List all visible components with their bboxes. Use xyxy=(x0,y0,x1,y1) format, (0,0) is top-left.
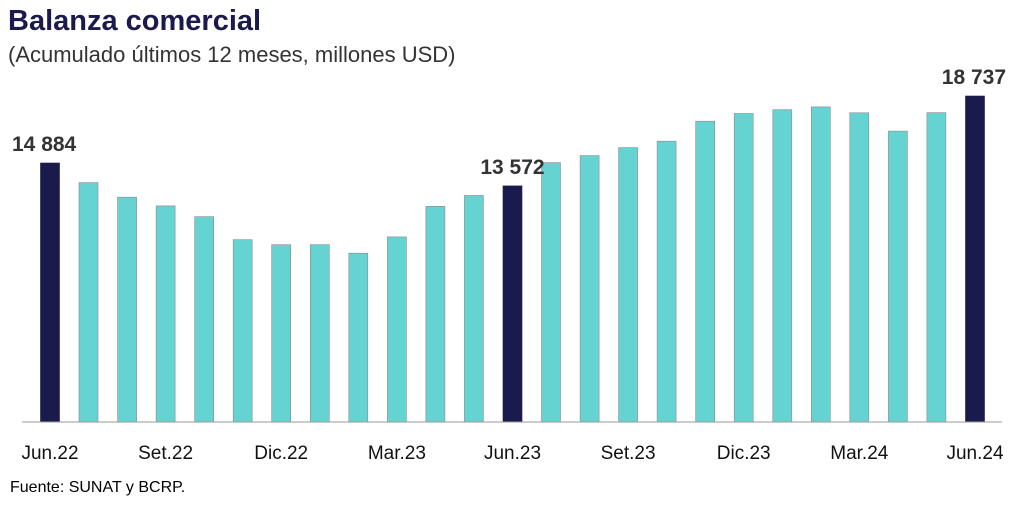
bar-Oct.23 xyxy=(656,140,677,423)
data-label-Jun.23: 13 572 xyxy=(480,156,544,179)
bar-Ago.22 xyxy=(117,196,137,423)
source-note: Fuente: SUNAT y BCRP. xyxy=(10,479,186,496)
bar-chart: 14 884 13 572 18 737 Jun.22 Set.22 Dic.22 Mar… xyxy=(12,66,1006,464)
x-tick-label-Set.23: Set.23 xyxy=(601,443,656,464)
x-tick-label-Jun.24: Jun.24 xyxy=(946,443,1003,464)
bar-Nov.23 xyxy=(695,120,716,423)
bar-Mar.24 xyxy=(849,112,870,423)
bar-Jun.22 xyxy=(40,162,60,423)
bar-May.24 xyxy=(926,112,947,423)
bar-Set.22 xyxy=(155,205,176,423)
bar-Feb.24 xyxy=(810,106,831,423)
bar-Jun.23 xyxy=(502,185,523,423)
bar-Jul.23 xyxy=(541,162,561,423)
bar-Abr.23 xyxy=(425,206,446,423)
bar-Set.23 xyxy=(618,147,638,423)
chart-title: Balanza comercial xyxy=(8,5,262,37)
bar-May.23 xyxy=(464,195,484,423)
data-labels-group: 14 884 13 572 18 737 xyxy=(12,66,1006,179)
data-label-Jun.22: 14 884 xyxy=(12,133,77,156)
bar-Jun.24 xyxy=(965,95,985,423)
x-tick-label-Jun.23: Jun.23 xyxy=(484,443,541,464)
x-tick-labels-group: Jun.22 Set.22 Dic.22 Mar.23 Jun.23 Set.23 Dic.… xyxy=(21,443,1003,464)
bar-Abr.24 xyxy=(888,130,908,423)
bar-Nov.22 xyxy=(232,239,253,423)
x-tick-label-Dic.23: Dic.23 xyxy=(717,443,771,464)
bar-Ene.23 xyxy=(309,244,330,423)
x-tick-label-Mar.23: Mar.23 xyxy=(368,443,426,464)
bar-Feb.23 xyxy=(348,252,369,423)
bar-Mar.23 xyxy=(387,236,407,423)
bar-Dic.23 xyxy=(733,113,754,423)
bar-Ago.23 xyxy=(579,155,600,423)
bar-Dic.22 xyxy=(271,244,292,423)
bar-Oct.22 xyxy=(194,216,214,423)
x-tick-label-Jun.22: Jun.22 xyxy=(21,443,78,464)
chart-subtitle: (Acumulado últimos 12 meses, millones US… xyxy=(8,42,456,67)
bar-Ene.24 xyxy=(772,109,793,423)
bar-Jul.22 xyxy=(78,182,99,423)
x-tick-label-Mar.24: Mar.24 xyxy=(830,443,889,464)
x-tick-label-Dic.22: Dic.22 xyxy=(254,443,308,464)
data-label-Jun.24: 18 737 xyxy=(942,66,1006,89)
x-tick-label-Set.22: Set.22 xyxy=(138,443,193,464)
bars-group xyxy=(40,95,985,423)
